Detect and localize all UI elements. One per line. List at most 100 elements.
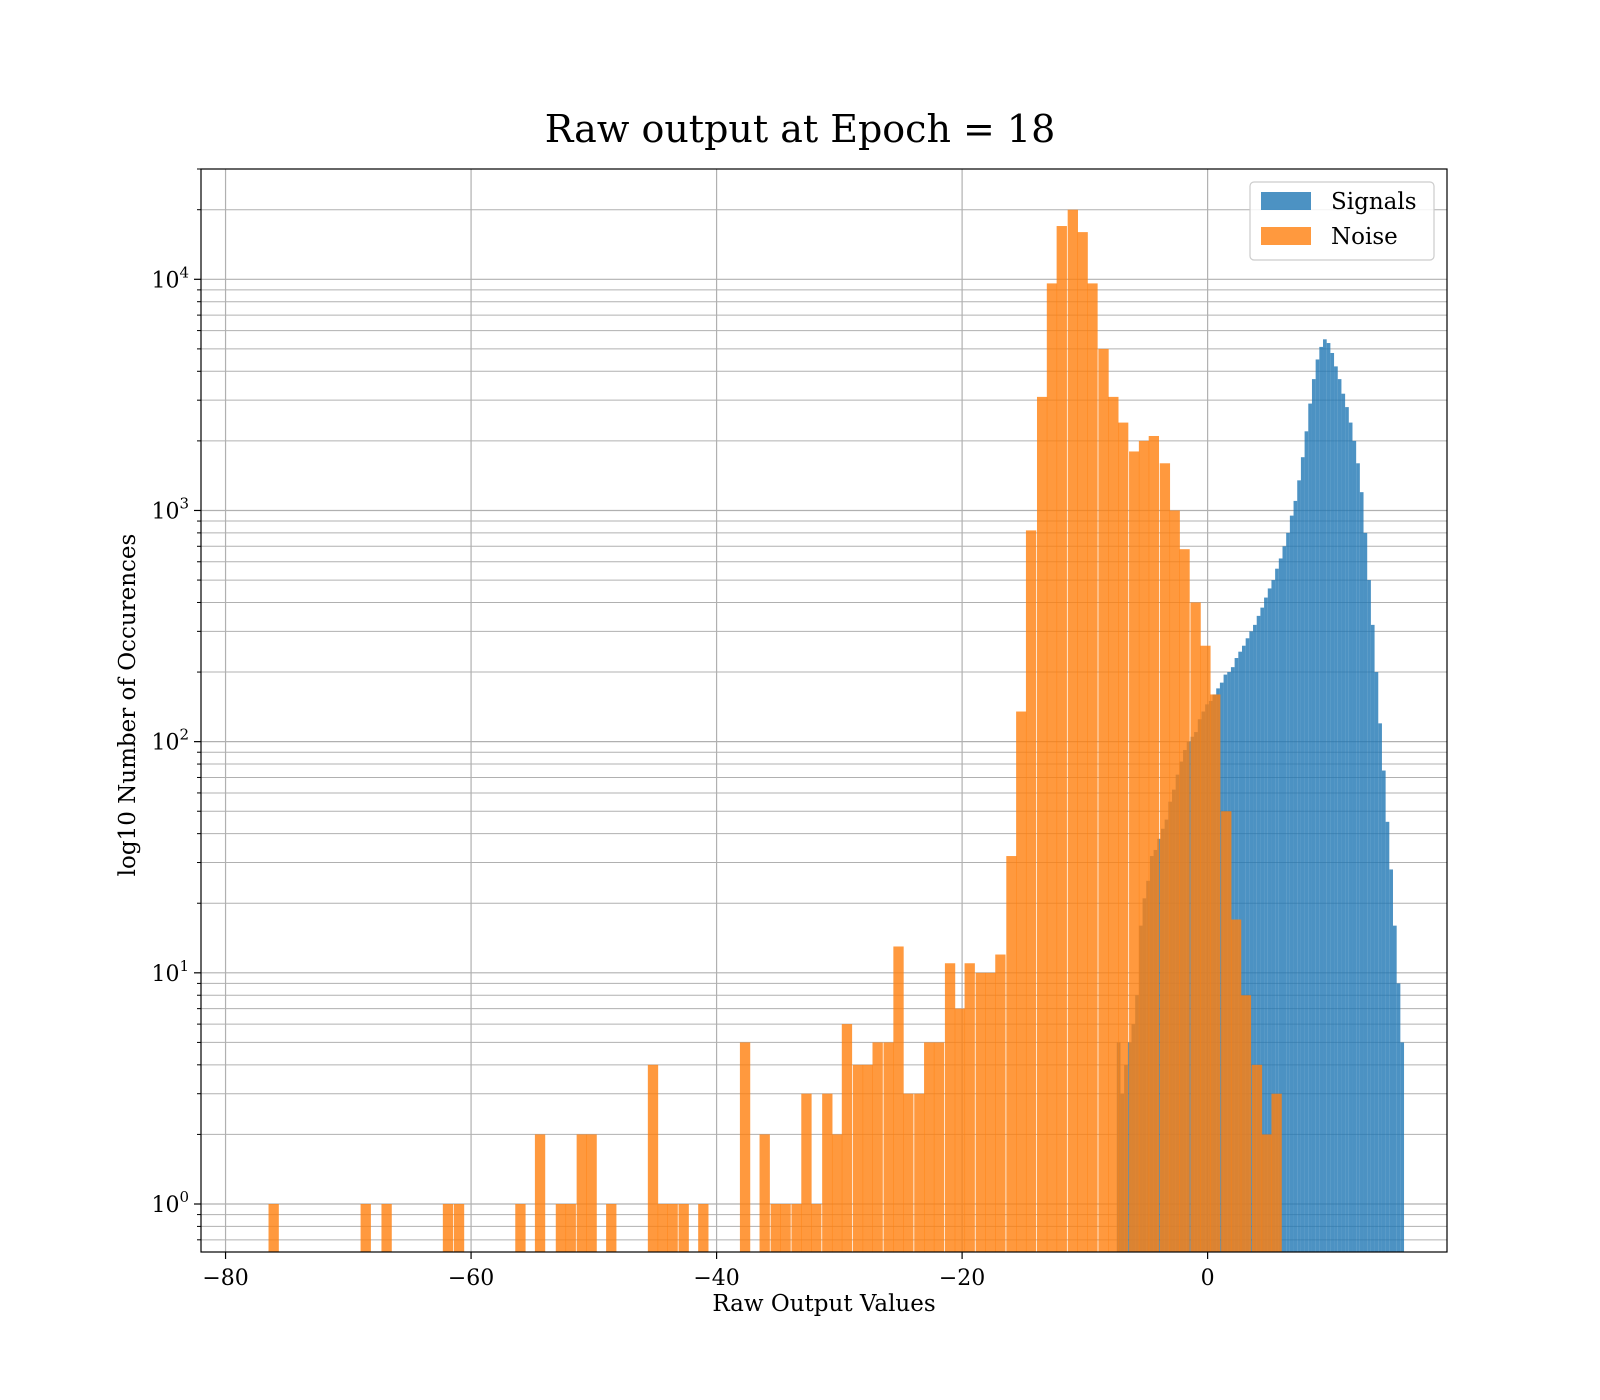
x-tick-label: −20: [939, 1266, 985, 1291]
histogram-bar: [739, 1042, 751, 1252]
histogram-bar: [657, 1204, 668, 1252]
histogram-bar: [1210, 694, 1221, 1252]
histogram-bar: [381, 1204, 392, 1252]
histogram-bar: [964, 963, 975, 1252]
histogram-bar: [791, 1204, 802, 1252]
histogram-bar: [1249, 631, 1254, 1252]
histogram-bar: [1148, 435, 1160, 1253]
histogram-bar: [862, 1064, 873, 1252]
histogram-bar: [1345, 407, 1349, 1253]
histogram-bar: [1341, 393, 1346, 1253]
histogram-bar: [515, 1204, 526, 1252]
histogram-bar: [1304, 431, 1309, 1252]
histogram-bar: [1389, 869, 1393, 1252]
histogram-bar: [606, 1204, 617, 1252]
histogram-bar: [1392, 925, 1397, 1252]
histogram-bar: [1157, 838, 1161, 1252]
histogram-bar: [1337, 379, 1342, 1252]
histogram-bar: [841, 1024, 853, 1252]
histogram-bar: [565, 1204, 576, 1252]
histogram-bar: [995, 954, 1006, 1252]
histogram-bar: [1367, 580, 1371, 1252]
histogram-bar: [1251, 1064, 1263, 1252]
histogram-bar: [1326, 343, 1331, 1252]
histogram-bar: [1129, 451, 1140, 1252]
histogram-bar: [1319, 346, 1324, 1252]
y-tick-label: 100: [151, 1188, 189, 1218]
histogram-bar: [1311, 379, 1316, 1252]
x-axis-label: Raw Output Values: [712, 1291, 935, 1317]
histogram-bar: [1245, 638, 1250, 1252]
histogram-bar: [811, 1204, 822, 1252]
histogram-bar: [933, 1042, 945, 1252]
x-tick-label: −40: [693, 1266, 739, 1291]
histogram-bar: [442, 1204, 454, 1252]
histogram-bar: [1370, 624, 1375, 1252]
legend-swatch-signals: [1261, 192, 1311, 210]
histogram-bar: [759, 1134, 770, 1252]
histogram-bar: [1200, 645, 1211, 1252]
x-tick-label: −80: [202, 1266, 248, 1291]
histogram-bar: [1275, 568, 1279, 1252]
histogram-bar: [1179, 549, 1190, 1252]
histogram-bar: [1036, 396, 1048, 1252]
histogram-bar: [1159, 463, 1171, 1252]
plot-area: −80 −60 −40 −20 0 100 101 102 103 104 Signals Noise: [151, 168, 1448, 1291]
legend-swatch-noise: [1261, 227, 1311, 245]
histogram-bar: [831, 1134, 843, 1252]
histogram-bar: [1260, 607, 1265, 1252]
histogram-bar: [883, 1042, 894, 1252]
histogram-bar: [1352, 440, 1357, 1252]
histogram-bar: [555, 1204, 567, 1252]
histogram-bar: [801, 1093, 812, 1252]
histogram-bar: [1016, 711, 1027, 1252]
histogram-bar: [1264, 597, 1268, 1252]
histogram-bar: [1271, 1093, 1282, 1252]
histogram-bar: [903, 1093, 914, 1252]
histogram-bar: [1267, 588, 1272, 1252]
histogram-bar: [1278, 558, 1283, 1252]
legend-label-signals: Signals: [1331, 189, 1417, 215]
histogram-bar: [1323, 339, 1327, 1252]
histogram-bar: [1334, 366, 1338, 1252]
histogram-bar: [1046, 283, 1058, 1252]
histogram-bar: [1056, 226, 1067, 1252]
histogram-bar: [985, 972, 996, 1252]
histogram-bar: [1282, 546, 1287, 1252]
histogram-bar: [1400, 1042, 1405, 1252]
histogram-bar: [268, 1204, 279, 1252]
histogram-bar: [852, 1064, 864, 1252]
histogram-bar: [954, 1008, 966, 1252]
y-axis-label: log10 Number of Occurences: [115, 534, 141, 877]
histogram-bar: [1253, 624, 1257, 1252]
y-tick-label: 104: [151, 263, 189, 293]
histogram-bar: [1241, 645, 1246, 1252]
x-tick-label: 0: [1201, 1266, 1215, 1291]
y-tick-label: 103: [151, 494, 189, 524]
histogram-bar: [914, 1093, 925, 1252]
histogram-bar: [647, 1064, 659, 1252]
histogram-bar: [1348, 422, 1353, 1252]
histogram-bar: [1190, 602, 1201, 1252]
histogram-bar: [1289, 515, 1294, 1252]
histogram-bar: [1356, 463, 1360, 1252]
histogram-bar: [1256, 615, 1261, 1252]
histogram-bar: [1374, 672, 1379, 1252]
x-tick-label: −60: [448, 1266, 494, 1291]
legend-label-noise: Noise: [1331, 224, 1398, 250]
histogram-bar: [1098, 348, 1109, 1252]
histogram-bar: [576, 1134, 587, 1252]
histogram-bar: [1363, 532, 1368, 1252]
histogram-bar: [1138, 440, 1150, 1252]
histogram-bar: [1396, 983, 1401, 1252]
histogram-bar: [822, 1093, 833, 1252]
histogram-bar: [698, 1204, 709, 1252]
histogram-bar: [944, 963, 956, 1252]
y-tick-label: 101: [151, 957, 189, 987]
histogram-bar: [1006, 856, 1017, 1252]
histogram-bar: [360, 1204, 371, 1252]
histogram-bar: [1286, 532, 1290, 1252]
histogram-bar: [453, 1204, 465, 1252]
histogram-bar: [1221, 811, 1232, 1252]
